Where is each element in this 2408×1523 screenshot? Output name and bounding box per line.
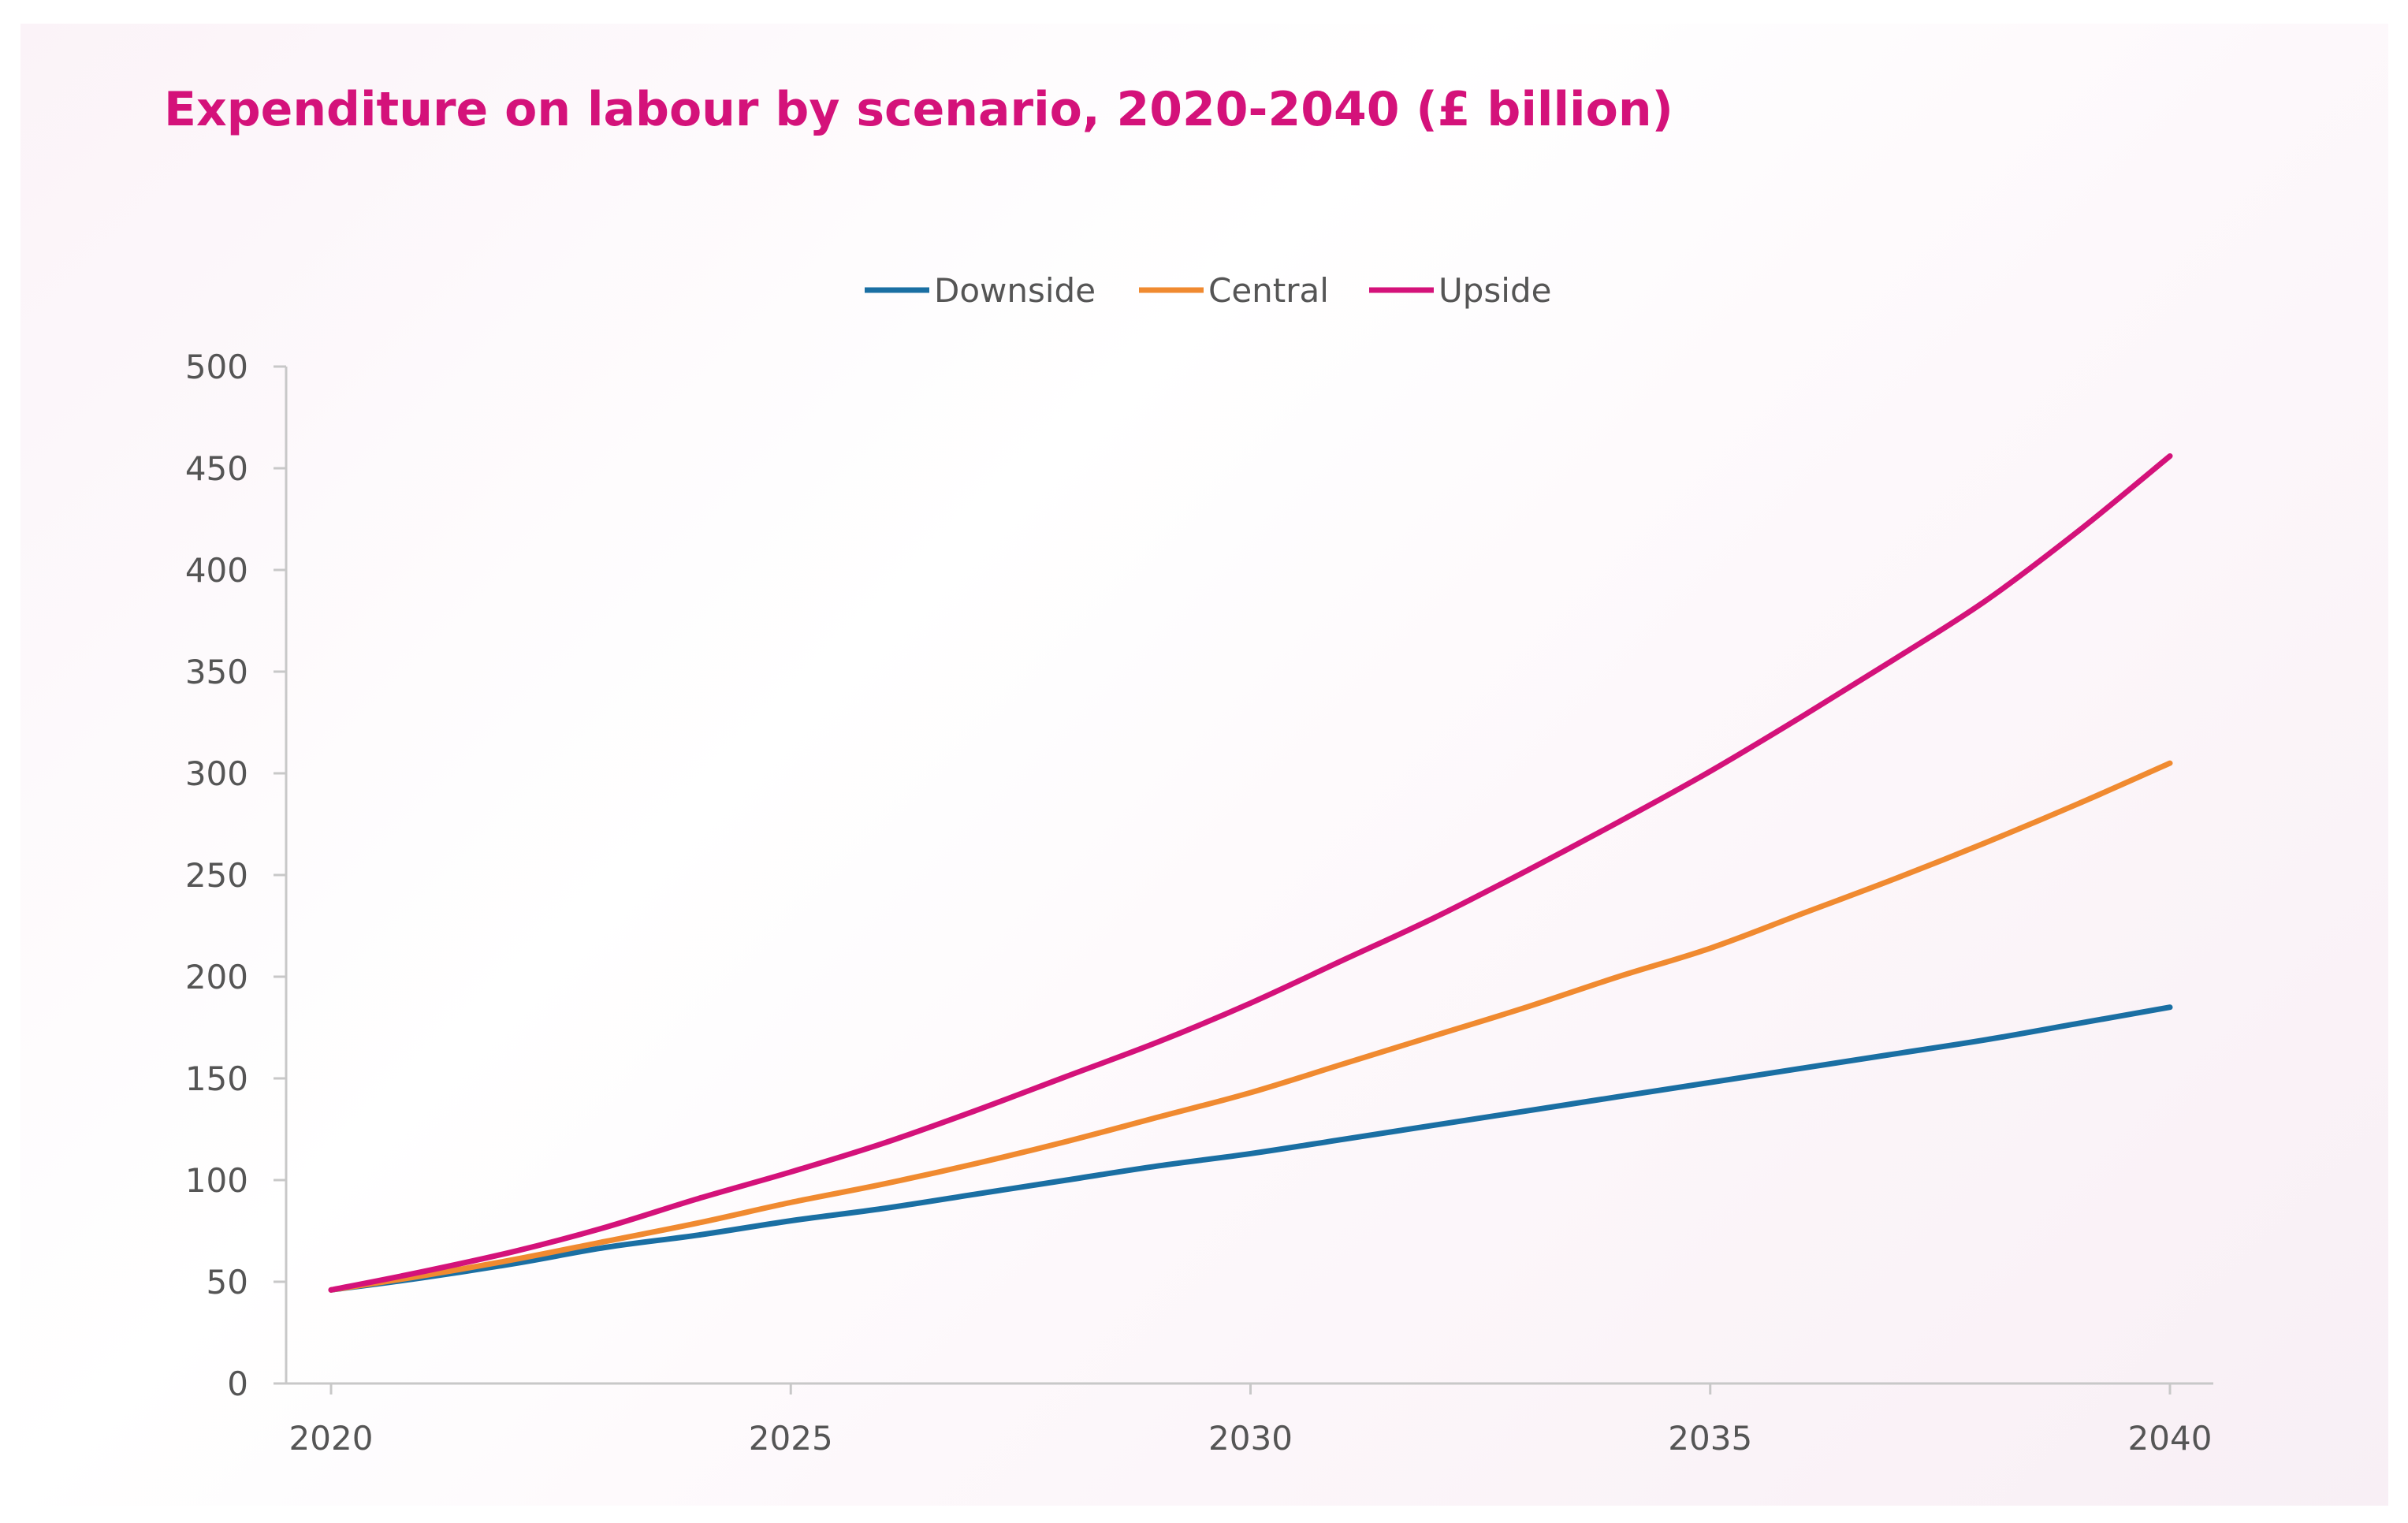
legend-label: Upside bbox=[1438, 271, 1551, 310]
x-tick-label: 2040 bbox=[2128, 1419, 2213, 1458]
chart-panel bbox=[20, 24, 2388, 1506]
y-tick-label: 350 bbox=[185, 653, 248, 691]
y-tick-label: 300 bbox=[185, 754, 248, 793]
y-axis: 0 50 100 150 200 250 300 350 400 450 500 bbox=[185, 348, 288, 1403]
legend-label: Downside bbox=[934, 271, 1096, 310]
y-tick-label: 100 bbox=[185, 1161, 248, 1200]
x-tick-label: 2020 bbox=[289, 1419, 374, 1458]
chart-legend: Downside Central Upside bbox=[865, 271, 1551, 310]
legend-item-upside: Upside bbox=[1369, 271, 1551, 310]
series-line-upside bbox=[328, 453, 2173, 1293]
series-line-central bbox=[328, 760, 2173, 1293]
x-axis: 2020 2025 2030 2035 2040 bbox=[286, 1382, 2213, 1458]
y-tick-label: 150 bbox=[185, 1059, 248, 1098]
y-tick-label: 400 bbox=[185, 551, 248, 590]
y-tick-label: 500 bbox=[185, 348, 248, 386]
y-tick-label: 0 bbox=[227, 1365, 248, 1403]
x-tick-label: 2035 bbox=[1668, 1419, 1752, 1458]
chart-title: Expenditure on labour by scenario, 2020-… bbox=[164, 82, 1673, 137]
legend-item-central: Central bbox=[1139, 271, 1329, 310]
legend-label: Central bbox=[1208, 271, 1329, 310]
y-tick-label: 50 bbox=[207, 1263, 248, 1301]
y-tick-label: 250 bbox=[185, 856, 248, 895]
series-line-downside bbox=[328, 1004, 2173, 1293]
plot-area bbox=[328, 453, 2173, 1293]
x-tick-label: 2025 bbox=[749, 1419, 833, 1458]
x-tick-label: 2030 bbox=[1208, 1419, 1293, 1458]
y-tick-label: 200 bbox=[185, 958, 248, 996]
legend-item-downside: Downside bbox=[865, 271, 1096, 310]
y-tick-label: 450 bbox=[185, 449, 248, 488]
